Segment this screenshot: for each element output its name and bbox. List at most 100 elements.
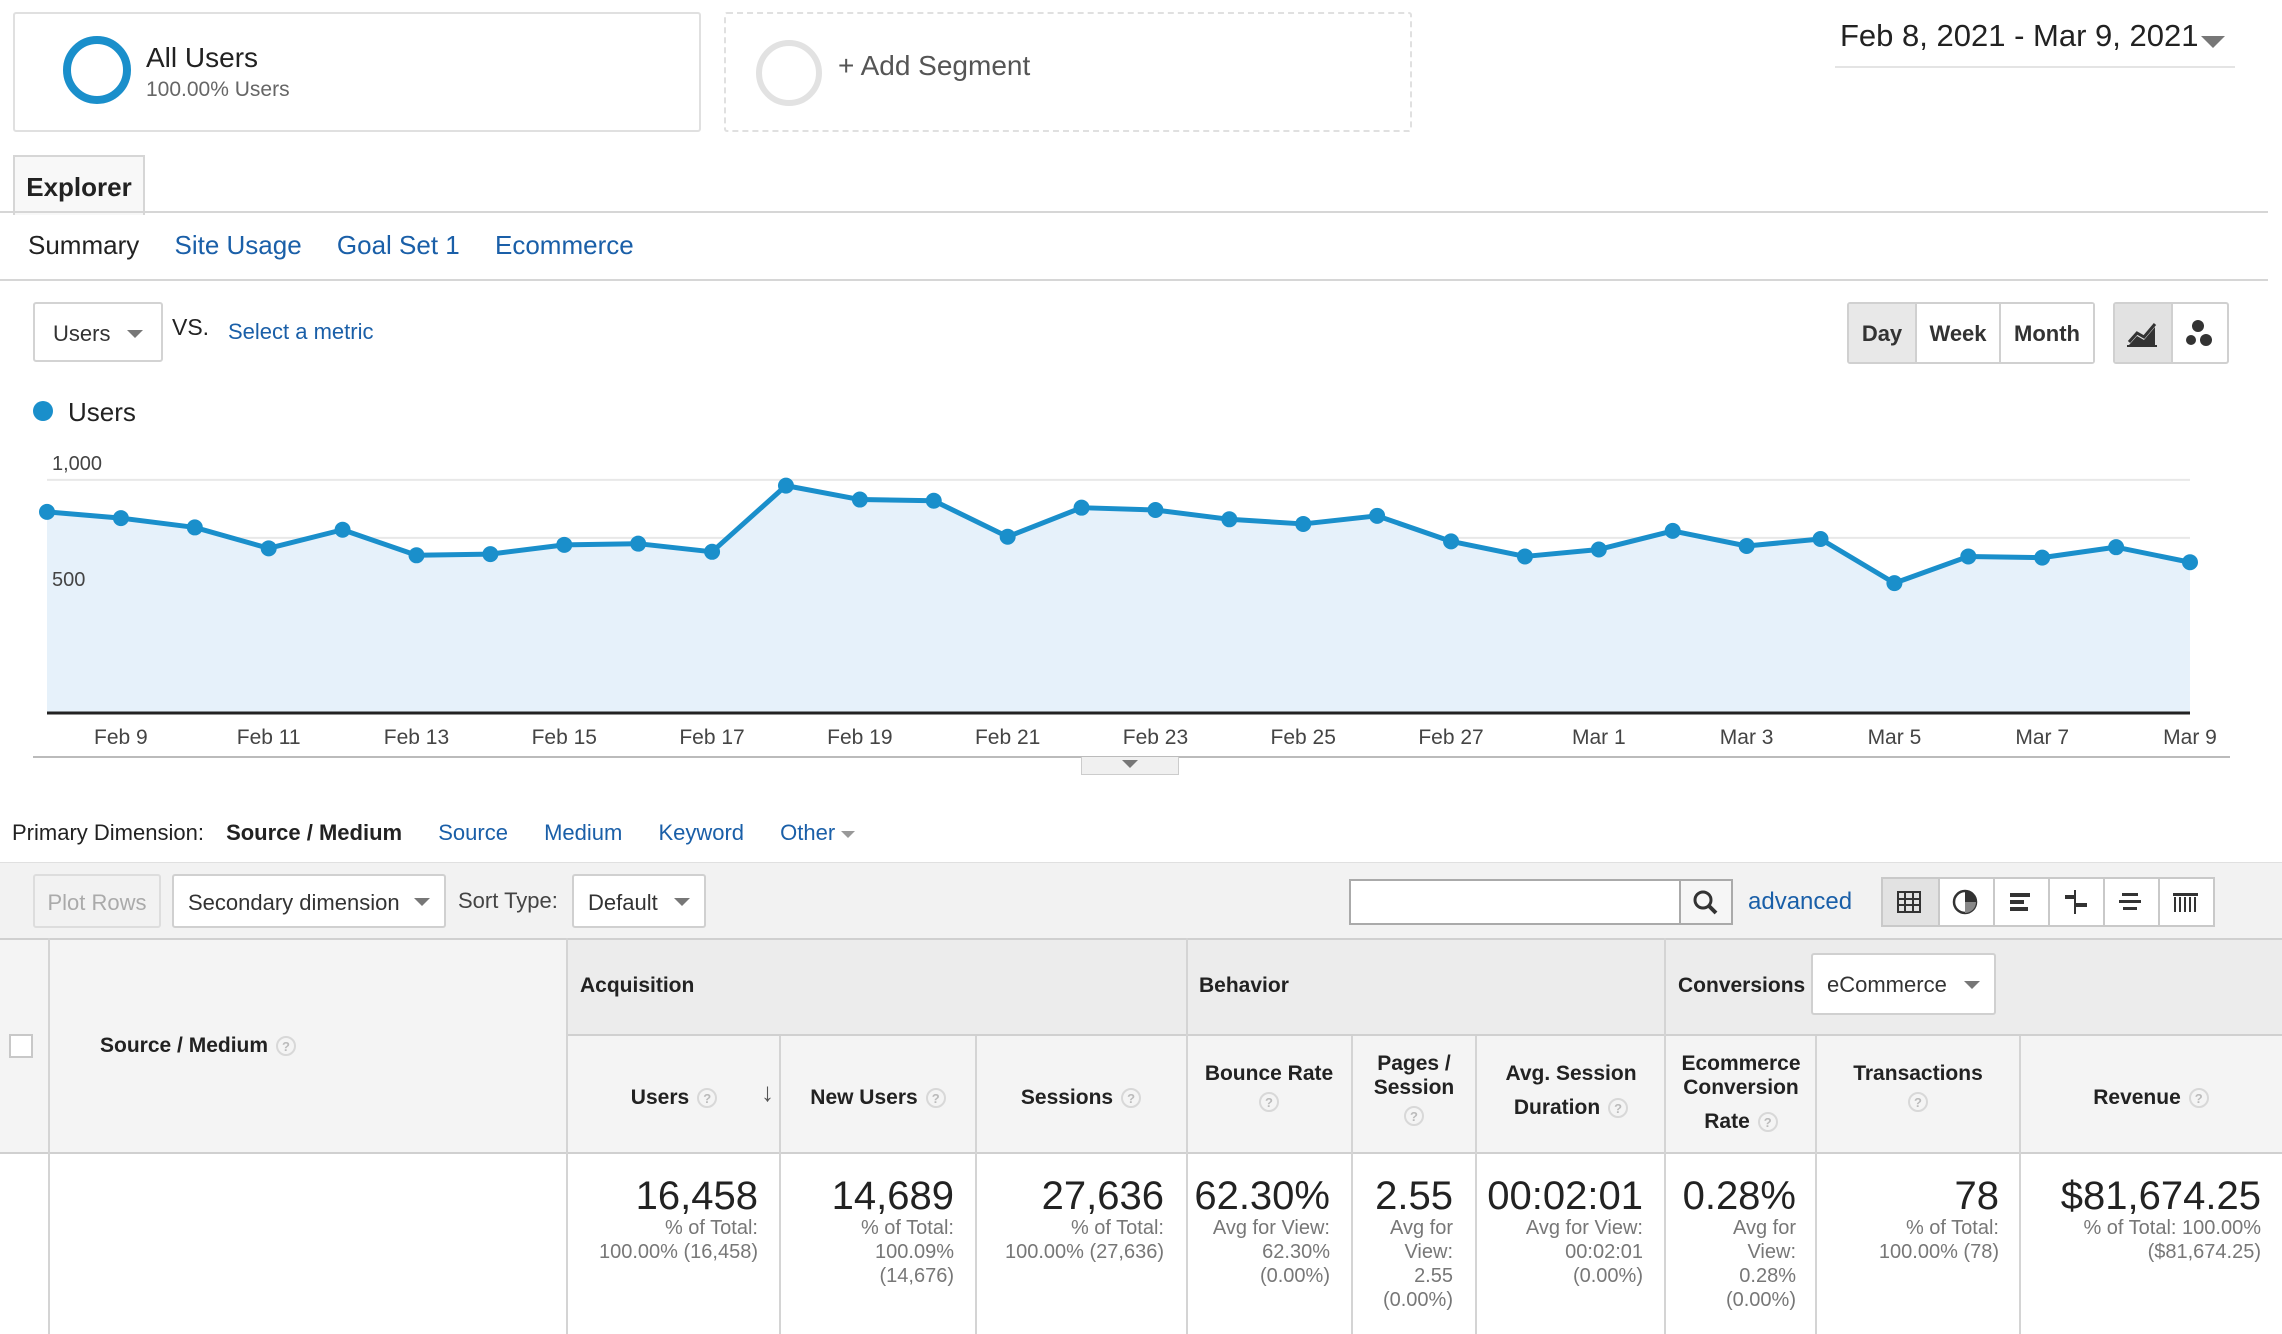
column-divider — [779, 1036, 781, 1334]
total-new-users: 14,689 — [831, 1174, 954, 1218]
sort-type-value: Default — [588, 890, 658, 915]
column-header-pages-session[interactable]: Pages / Session ? — [1352, 1052, 1476, 1126]
column-header-bounce-rate[interactable]: Bounce Rate? — [1186, 1062, 1352, 1112]
column-label-line: Pages / — [1377, 1052, 1451, 1075]
view-pivot-button[interactable] — [2158, 879, 2213, 925]
view-comparison-button[interactable] — [2048, 879, 2103, 925]
x-tick-label: Feb 27 — [1418, 726, 1483, 749]
data-point — [999, 528, 1016, 545]
sub-line: Avg for View: — [1525, 1217, 1643, 1239]
data-point — [408, 547, 425, 564]
column-header-transactions[interactable]: Transactions? — [1816, 1062, 2020, 1112]
data-point — [1812, 531, 1829, 548]
segment-title: All Users — [146, 42, 259, 73]
line-chart-button[interactable] — [2115, 304, 2171, 362]
subtab-divider — [0, 279, 2268, 281]
metric-dropdown[interactable]: Users — [33, 302, 163, 362]
data-point — [1664, 522, 1681, 539]
data-point — [1738, 537, 1755, 554]
sub-line: ($81,674.25) — [2147, 1241, 2261, 1263]
data-point — [482, 546, 499, 563]
advanced-filter-link[interactable]: advanced — [1748, 888, 1853, 915]
y-tick-label: 1,000 — [52, 453, 102, 475]
pivot-table-icon — [2173, 893, 2198, 912]
data-point — [2034, 549, 2051, 566]
column-label: Transactions — [1853, 1062, 1983, 1085]
column-header-sessions[interactable]: Sessions? — [976, 1086, 1186, 1110]
dimension-option-medium[interactable]: Medium — [544, 820, 623, 845]
empty-segment-ring-icon — [756, 40, 822, 106]
data-point — [1295, 515, 1312, 532]
sort-type-dropdown[interactable]: Default — [572, 874, 706, 928]
data-point — [39, 503, 55, 520]
data-point — [2108, 539, 2125, 556]
tab-explorer[interactable]: Explorer — [13, 155, 145, 215]
segment-all-users[interactable]: All Users 100.00% Users — [13, 12, 701, 132]
plot-rows-button[interactable]: Plot Rows — [33, 874, 161, 928]
data-point — [1886, 575, 1903, 592]
x-tick-label: Feb 13 — [384, 726, 449, 749]
data-point — [1221, 511, 1238, 528]
view-term-cloud-button[interactable] — [2103, 879, 2158, 925]
table-search-input[interactable] — [1349, 879, 1683, 925]
subtab-ecommerce[interactable]: Ecommerce — [495, 230, 634, 260]
add-segment-button[interactable]: + Add Segment — [724, 12, 1412, 132]
column-header-users[interactable]: Users? ↓ — [568, 1079, 780, 1110]
sub-line: (0.00%) — [1725, 1289, 1796, 1311]
column-header-avg-session-duration[interactable]: Avg. Session Duration? — [1476, 1062, 1666, 1120]
primary-dimension-label: Primary Dimension: — [12, 820, 204, 845]
subtab-site-usage[interactable]: Site Usage — [174, 230, 302, 260]
legend-swatch — [33, 401, 53, 421]
total-avg-session-duration-sub: Avg for View: 00:02:01 (0.00%) — [1477, 1216, 1643, 1288]
column-label: New Users — [810, 1086, 918, 1109]
sub-line: % of Total: 100.00% — [2083, 1217, 2261, 1239]
column-header-new-users[interactable]: New Users? — [780, 1086, 976, 1110]
group-acquisition: Acquisition — [580, 974, 695, 997]
chevron-down-icon — [1964, 981, 1980, 989]
column-label: Users — [630, 1086, 690, 1109]
view-data-button[interactable] — [1883, 879, 1938, 925]
column-header-revenue[interactable]: Revenue? — [2020, 1086, 2282, 1110]
view-performance-button[interactable] — [1993, 879, 2048, 925]
data-point — [851, 491, 868, 508]
month-button[interactable]: Month — [1999, 304, 2093, 362]
total-ecommerce-conversion-rate-sub: Avg for View: 0.28% (0.00%) — [1666, 1216, 1796, 1312]
table-view-toggle — [1881, 877, 2215, 927]
secondary-dimension-dropdown[interactable]: Secondary dimension — [172, 874, 446, 928]
data-point — [1147, 502, 1164, 519]
day-button[interactable]: Day — [1849, 304, 1915, 362]
dimension-option-source[interactable]: Source — [438, 820, 508, 845]
bar-rows-icon — [2010, 893, 2030, 911]
dimension-column-header[interactable]: Source / Medium? — [100, 1034, 297, 1058]
total-transactions: 78 — [1954, 1174, 2000, 1218]
conversions-dropdown[interactable]: eCommerce — [1811, 953, 1996, 1015]
column-divider — [1475, 1036, 1477, 1334]
grid-table-icon — [1897, 891, 1921, 913]
subtab-summary[interactable]: Summary — [28, 230, 140, 260]
help-icon: ? — [1404, 1106, 1424, 1126]
week-button[interactable]: Week — [1915, 304, 1999, 362]
sub-line: (0.00%) — [1259, 1265, 1330, 1287]
column-label-text: Rate — [1704, 1110, 1750, 1133]
sub-line: % of Total: — [860, 1217, 954, 1239]
dimension-option-other[interactable]: Other — [780, 820, 856, 845]
select-all-checkbox[interactable] — [9, 1034, 33, 1058]
x-tick-label: Feb 21 — [975, 726, 1040, 749]
select-metric-link[interactable]: Select a metric — [228, 319, 374, 344]
subtab-goal-set-1[interactable]: Goal Set 1 — [336, 230, 460, 260]
motion-chart-button[interactable] — [2171, 304, 2227, 362]
help-icon: ? — [1757, 1112, 1778, 1133]
search-button[interactable] — [1679, 879, 1733, 925]
table-toolbar: Plot Rows Secondary dimension Sort Type:… — [0, 862, 2282, 938]
x-tick-label: Feb 9 — [94, 726, 148, 749]
series-line — [46, 483, 2191, 586]
chart-collapse-handle[interactable] — [1081, 757, 1179, 775]
sub-line: (0.00%) — [1382, 1289, 1453, 1311]
view-percentage-button[interactable] — [1938, 879, 1993, 925]
column-header-ecommerce-conversion-rate[interactable]: Ecommerce Conversion Rate? — [1666, 1052, 1816, 1134]
total-bounce-rate-sub: Avg for View: 62.30% (0.00%) — [1188, 1216, 1330, 1288]
date-range-picker[interactable]: Feb 8, 2021 - Mar 9, 2021 — [1835, 10, 2235, 68]
primary-dimension-bar: Primary Dimension: Source / Medium Sourc… — [12, 820, 856, 846]
total-users: 16,458 — [635, 1174, 758, 1218]
dimension-option-keyword[interactable]: Keyword — [658, 820, 745, 845]
